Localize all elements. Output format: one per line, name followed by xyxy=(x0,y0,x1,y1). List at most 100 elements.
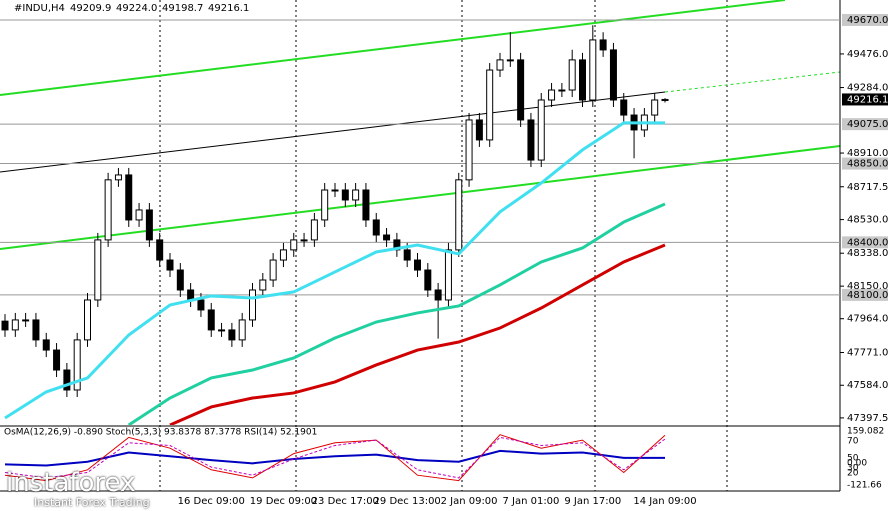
candle-body xyxy=(620,99,628,116)
candle-body xyxy=(135,209,143,221)
level-label-box xyxy=(842,13,888,26)
candle-body xyxy=(104,179,112,241)
candle-body xyxy=(548,89,556,101)
candle-body xyxy=(537,99,545,161)
price-box xyxy=(842,93,888,106)
candle-body xyxy=(475,119,483,141)
indicator-area xyxy=(4,434,666,482)
y-tick-label: 48717.5 xyxy=(847,182,888,193)
y-tick-label: 49476.0 xyxy=(847,49,888,60)
indicator-scale-label: 50 xyxy=(847,454,859,464)
moving-average xyxy=(127,202,666,425)
level-label: 49670.0 xyxy=(847,15,888,26)
candle-body xyxy=(558,89,566,92)
level-label: 49075.0 xyxy=(847,119,888,130)
candle-body xyxy=(114,174,122,181)
ohlc-value: 49198.7 xyxy=(162,3,203,14)
candle-body xyxy=(589,39,597,101)
x-tick-label: 16 Dec 09:00 xyxy=(178,496,245,507)
indicator-scale-label: 30 xyxy=(847,464,859,474)
candle-body xyxy=(300,239,308,242)
candle-body xyxy=(259,279,267,291)
indicator-line xyxy=(4,434,666,482)
candle-body xyxy=(362,189,370,221)
candle-body xyxy=(609,49,617,101)
candle-body xyxy=(279,249,287,261)
candle-body xyxy=(341,189,349,201)
candle-body xyxy=(228,329,236,341)
y-tick-label: 47771.0 xyxy=(847,348,888,359)
indicator-scale-label: 70 xyxy=(847,437,859,447)
y-tick-label: 48338.0 xyxy=(847,248,888,259)
candle-body xyxy=(84,299,91,341)
level-label: 48100.0 xyxy=(847,290,888,301)
candle-body xyxy=(661,98,669,102)
candle-body xyxy=(238,319,246,341)
watermark: instaforex Instant Forex Trading xyxy=(6,470,150,509)
candle-body xyxy=(310,219,318,241)
x-tick-label: 19 Dec 09:00 xyxy=(250,496,317,507)
indicator-line xyxy=(4,436,666,479)
y-tick-label: 48150.0 xyxy=(847,281,888,292)
candle-body xyxy=(321,189,329,221)
candle-body xyxy=(383,234,391,241)
current-price: 49216.1 xyxy=(847,94,888,105)
candle-body xyxy=(372,219,380,236)
candle-body xyxy=(424,269,432,291)
candle-body xyxy=(176,269,184,291)
candle-body xyxy=(465,119,473,181)
candle-body xyxy=(32,319,40,341)
indicator-label: OsMA(12,26,9) -0.890 Stoch(5,3,3) 93.837… xyxy=(4,428,317,438)
candle-body xyxy=(218,329,226,332)
x-tick-label: 2 Jan 09:00 xyxy=(441,496,498,507)
candle-body xyxy=(290,239,298,251)
symbol-header: #INDU,H4 xyxy=(14,3,65,14)
candle-body xyxy=(496,59,504,71)
moving-average xyxy=(169,243,666,425)
ohlc-value: 49216.1 xyxy=(208,3,249,14)
level-label-box xyxy=(842,236,888,249)
level-label: 48400.0 xyxy=(847,237,888,248)
x-tick-label: 9 Jan 17:00 xyxy=(564,496,621,507)
candle-body xyxy=(53,349,61,371)
candle-body xyxy=(22,319,30,322)
candle-body xyxy=(156,239,164,261)
candle-body xyxy=(187,289,195,301)
candle-body xyxy=(1,320,9,331)
candle-body xyxy=(517,59,525,121)
indicator-scale-label: 0.00 xyxy=(847,459,867,469)
x-tick-label: 7 Jan 01:00 xyxy=(502,496,559,507)
y-tick-label: 48910.0 xyxy=(847,148,888,159)
ohlc-value: 49209.9 xyxy=(70,3,111,14)
candle-body xyxy=(11,319,19,331)
candle-body xyxy=(579,59,586,101)
candle-body xyxy=(207,309,215,331)
candle-body xyxy=(249,289,256,321)
level-label-box xyxy=(842,288,888,301)
candle-body xyxy=(651,99,659,116)
moving-average xyxy=(4,121,665,420)
level-label-box xyxy=(842,118,888,131)
candle-body xyxy=(197,299,205,311)
candle-body xyxy=(434,289,442,301)
watermark-brand: instaforex xyxy=(6,468,136,498)
indicator-scale-label: -121.66 xyxy=(847,481,882,491)
candle-body xyxy=(125,174,133,221)
x-tick-label: 14 Jan 09:00 xyxy=(633,496,696,507)
candle-body xyxy=(444,249,452,301)
candle-body xyxy=(269,259,277,281)
candle-body xyxy=(145,209,153,241)
candle-body xyxy=(599,39,607,51)
candle-body xyxy=(486,69,494,141)
candle-body xyxy=(568,59,576,91)
candle-body xyxy=(331,189,339,192)
candle-body xyxy=(94,239,102,301)
y-tick-label: 48530.0 xyxy=(847,215,888,226)
watermark-tagline: Instant Forex Trading xyxy=(34,496,150,509)
indicator-line xyxy=(4,449,665,467)
y-tick-label: 47964.0 xyxy=(847,314,888,325)
candle-body xyxy=(527,119,535,161)
y-tick-label: 47584.0 xyxy=(847,380,888,391)
candle-body xyxy=(506,59,514,62)
